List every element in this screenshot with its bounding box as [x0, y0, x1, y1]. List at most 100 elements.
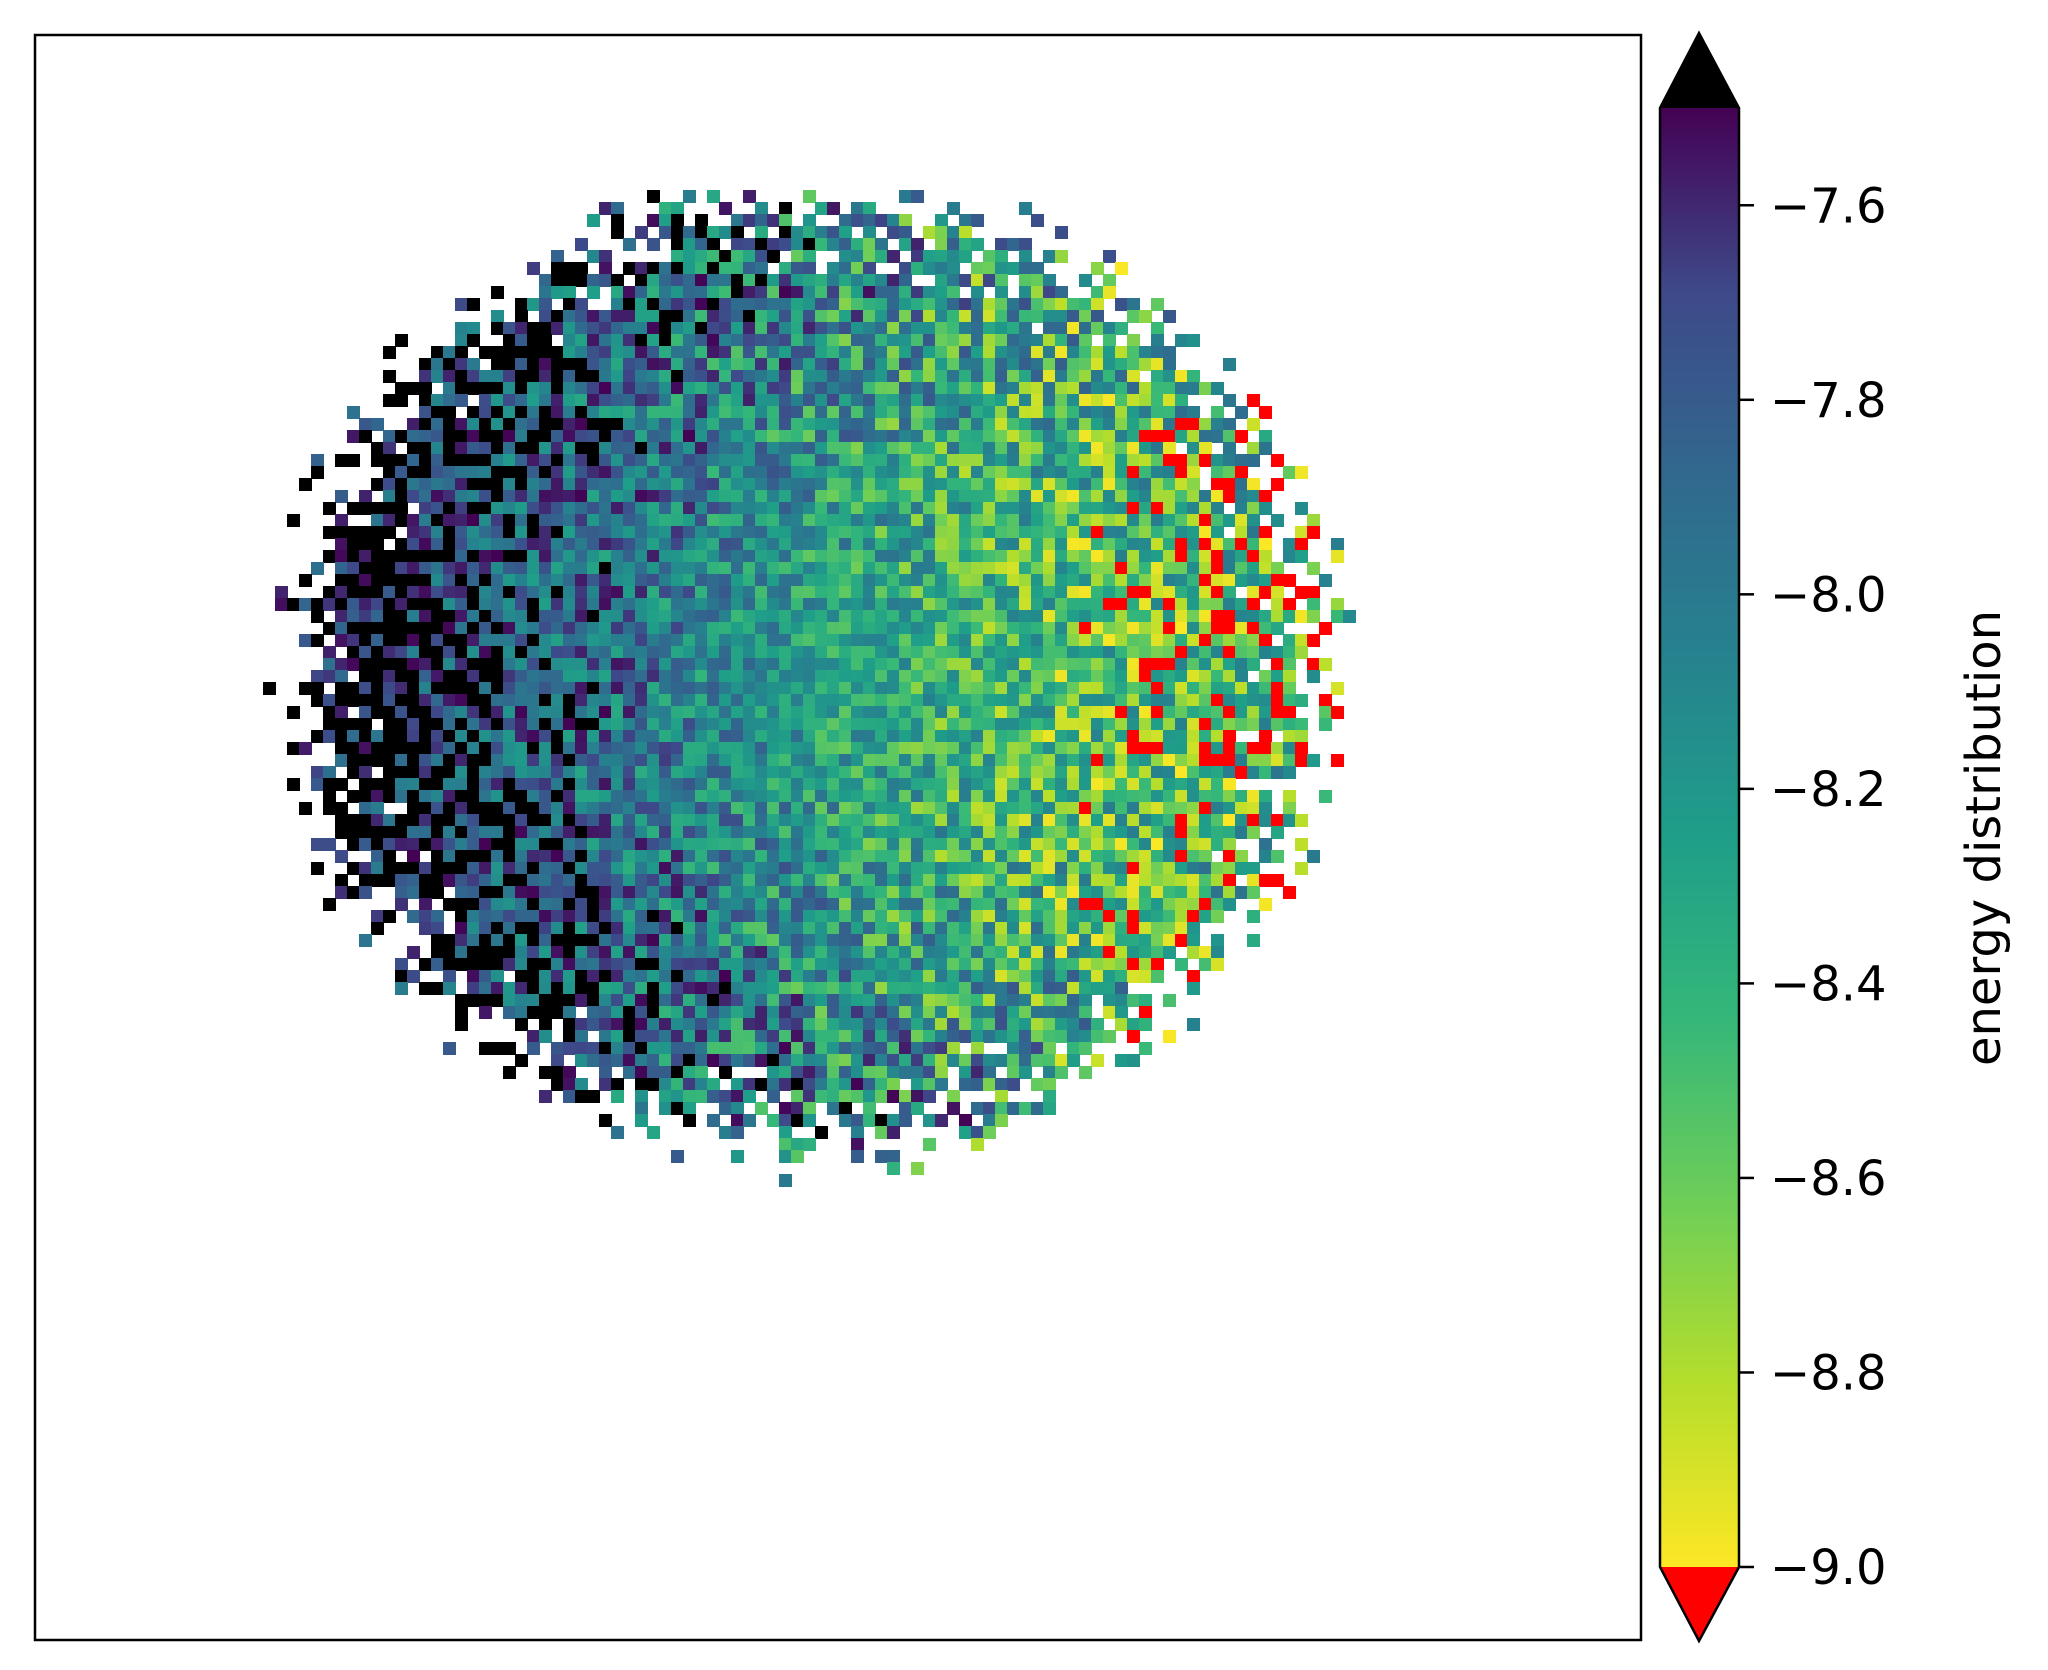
heatmap-cell: [791, 1006, 804, 1019]
heatmap-cell: [1139, 598, 1152, 611]
heatmap-cell: [1091, 634, 1104, 647]
heatmap-cell: [947, 610, 960, 623]
heatmap-cell: [1007, 706, 1020, 719]
heatmap-cell: [467, 550, 480, 563]
heatmap-cell: [335, 622, 348, 635]
heatmap-cell: [827, 322, 840, 335]
heatmap-cell: [851, 730, 864, 743]
heatmap-cell: [851, 634, 864, 647]
heatmap-cell: [1103, 502, 1116, 515]
heatmap-cell: [695, 790, 708, 803]
heatmap-cell: [587, 622, 600, 635]
heatmap-cell: [1031, 646, 1044, 659]
heatmap-cell: [971, 418, 984, 431]
heatmap-cell: [995, 1102, 1008, 1115]
heatmap-cell: [491, 358, 504, 371]
heatmap-cell: [1007, 718, 1020, 731]
heatmap-cell: [1151, 730, 1164, 743]
heatmap-cell: [887, 706, 900, 719]
heatmap-cell: [1151, 430, 1164, 443]
heatmap-cell: [875, 958, 888, 971]
heatmap-cell: [923, 730, 936, 743]
heatmap-cell: [1151, 958, 1164, 971]
heatmap-cell: [755, 622, 768, 635]
heatmap-cell: [1127, 886, 1140, 899]
heatmap-cell: [995, 442, 1008, 455]
heatmap-cell: [863, 562, 876, 575]
heatmap-cell: [923, 334, 936, 347]
heatmap-cell: [623, 1030, 636, 1043]
heatmap-cell: [1247, 874, 1260, 887]
heatmap-cell: [599, 610, 612, 623]
heatmap-cell: [1187, 550, 1200, 563]
heatmap-cell: [851, 862, 864, 875]
heatmap-cell: [599, 838, 612, 851]
heatmap-cell: [431, 802, 444, 815]
heatmap-cell: [635, 886, 648, 899]
heatmap-cell: [1283, 682, 1296, 695]
heatmap-cell: [1007, 922, 1020, 935]
heatmap-cell: [971, 946, 984, 959]
heatmap-cell: [455, 850, 468, 863]
heatmap-cell: [971, 1078, 984, 1091]
heatmap-cell: [407, 634, 420, 647]
heatmap-cell: [371, 778, 384, 791]
heatmap-cell: [1007, 346, 1020, 359]
heatmap-cell: [911, 1042, 924, 1055]
heatmap-cell: [719, 298, 732, 311]
heatmap-cell: [551, 850, 564, 863]
heatmap-cell: [647, 310, 660, 323]
heatmap-cell: [395, 454, 408, 467]
heatmap-cell: [1007, 514, 1020, 527]
heatmap-cell: [803, 502, 816, 515]
heatmap-cell: [1223, 742, 1236, 755]
heatmap-cell: [1055, 514, 1068, 527]
heatmap-cell: [1019, 562, 1032, 575]
heatmap-cell: [587, 874, 600, 887]
heatmap-cell: [827, 514, 840, 527]
heatmap-cell: [1175, 634, 1188, 647]
heatmap-cell: [911, 946, 924, 959]
heatmap-cell: [1019, 922, 1032, 935]
heatmap-cell: [755, 1054, 768, 1067]
heatmap-cell: [1127, 562, 1140, 575]
heatmap-cell: [767, 274, 780, 287]
heatmap-cell: [803, 910, 816, 923]
heatmap-cell: [935, 490, 948, 503]
heatmap-cell: [527, 934, 540, 947]
heatmap-cell: [791, 826, 804, 839]
heatmap-cell: [527, 502, 540, 515]
heatmap-cell: [827, 394, 840, 407]
heatmap-cell: [875, 490, 888, 503]
heatmap-cell: [491, 1042, 504, 1055]
heatmap-cell: [1199, 382, 1212, 395]
heatmap-cell: [515, 790, 528, 803]
heatmap-cell: [1211, 730, 1224, 743]
heatmap-cell: [1187, 490, 1200, 503]
heatmap-cell: [1139, 526, 1152, 539]
heatmap-cell: [1259, 562, 1272, 575]
heatmap-cell: [1211, 898, 1224, 911]
heatmap-cell: [863, 958, 876, 971]
heatmap-cell: [1079, 334, 1092, 347]
heatmap-cell: [1211, 718, 1224, 731]
heatmap-cell: [803, 1042, 816, 1055]
heatmap-cell: [1151, 598, 1164, 611]
heatmap-cell: [851, 814, 864, 827]
heatmap-cell: [647, 526, 660, 539]
heatmap-cell: [587, 550, 600, 563]
heatmap-cell: [1067, 466, 1080, 479]
heatmap-cell: [455, 430, 468, 443]
heatmap-cell: [515, 838, 528, 851]
heatmap-cell: [383, 706, 396, 719]
heatmap-cell: [719, 514, 732, 527]
heatmap-cell: [359, 622, 372, 635]
heatmap-cell: [491, 574, 504, 587]
heatmap-cell: [1139, 718, 1152, 731]
heatmap-cell: [563, 982, 576, 995]
heatmap-cell: [599, 1066, 612, 1079]
heatmap-cell: [719, 262, 732, 275]
heatmap-cell: [1151, 382, 1164, 395]
heatmap-cell: [623, 934, 636, 947]
heatmap-cell: [887, 250, 900, 263]
